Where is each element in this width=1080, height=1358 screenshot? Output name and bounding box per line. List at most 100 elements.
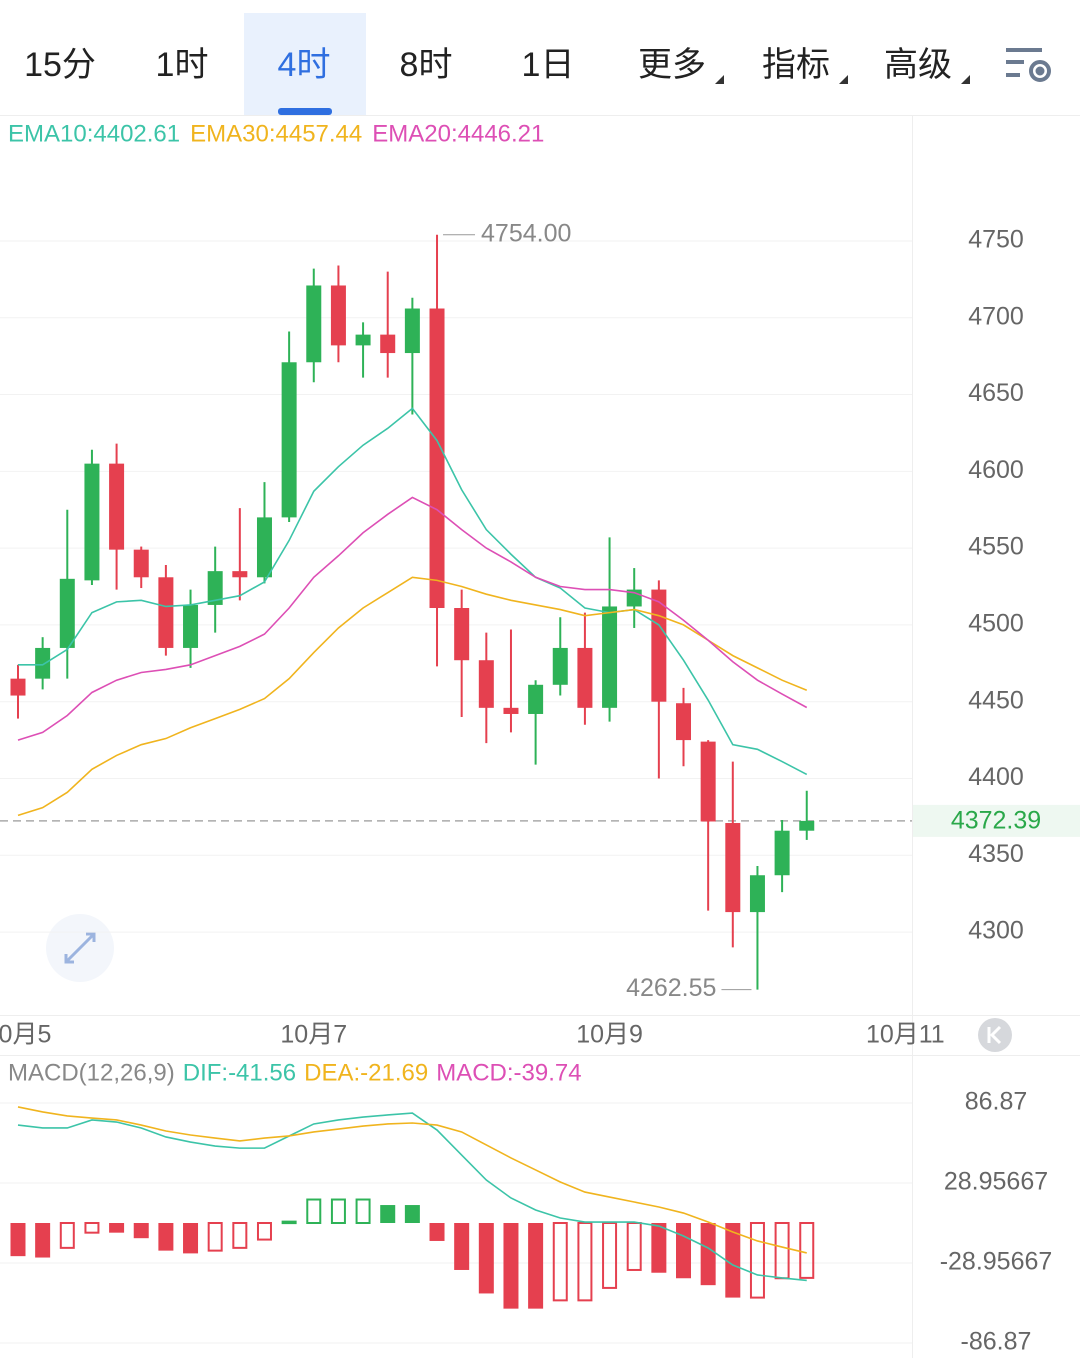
candle-body bbox=[577, 647, 593, 708]
macd-bar bbox=[454, 1223, 470, 1270]
y-tick-label: 4750 bbox=[968, 226, 1024, 254]
candle-body bbox=[503, 707, 519, 714]
macd-bar bbox=[700, 1223, 716, 1286]
candle-body bbox=[799, 820, 815, 831]
scroll-end-button[interactable] bbox=[978, 1018, 1012, 1052]
last-price-label: 4372.39 bbox=[951, 806, 1041, 834]
macd-bar bbox=[109, 1223, 125, 1233]
candle-body bbox=[676, 703, 692, 741]
macd-legend-entry: MACD(12,26,9) bbox=[8, 1059, 175, 1086]
x-tick-label: 10月9 bbox=[576, 1021, 643, 1049]
dropdown-caret bbox=[839, 75, 848, 84]
timeframe-tab[interactable]: 15分 bbox=[24, 46, 96, 84]
candle-body bbox=[749, 875, 765, 913]
macd-bar bbox=[749, 1222, 765, 1299]
macd-bar bbox=[725, 1223, 741, 1298]
active-tab-bg bbox=[244, 13, 366, 115]
y-tick-label: 4300 bbox=[968, 917, 1024, 945]
macd-bar bbox=[380, 1205, 396, 1224]
macd-bar bbox=[429, 1223, 445, 1241]
last-price-box bbox=[913, 804, 1080, 837]
candle-body bbox=[454, 608, 470, 661]
expand-button[interactable] bbox=[46, 914, 114, 982]
macd-bar bbox=[281, 1220, 297, 1225]
candle-body bbox=[281, 362, 297, 518]
candle-body bbox=[478, 660, 494, 708]
macd-bar bbox=[503, 1223, 519, 1309]
candle-body bbox=[158, 577, 174, 648]
legend-entry: EMA10:4402.61 bbox=[8, 120, 180, 147]
candle-body bbox=[725, 823, 741, 913]
macd-bar bbox=[306, 1198, 322, 1225]
candle-body bbox=[404, 308, 420, 354]
macd-bar bbox=[207, 1222, 223, 1252]
macd-bar bbox=[355, 1198, 371, 1225]
legend-entry: EMA20:4446.21 bbox=[372, 120, 544, 147]
timeframe-tab[interactable]: 1时 bbox=[156, 46, 209, 84]
candle-body bbox=[306, 285, 322, 363]
x-tick-label: 10月7 bbox=[280, 1021, 347, 1049]
macd-bar bbox=[626, 1222, 642, 1271]
macd-legend-entry: DEA:-21.69 bbox=[304, 1059, 428, 1086]
macd-bar bbox=[528, 1223, 544, 1309]
timeframe-tab[interactable]: 指标 bbox=[762, 46, 830, 84]
macd-bar bbox=[232, 1222, 248, 1249]
high-label: 4754.00 bbox=[481, 219, 571, 247]
macd-bar bbox=[330, 1198, 346, 1225]
candle-body bbox=[602, 606, 618, 708]
candle-body bbox=[207, 571, 223, 605]
macd-bar bbox=[478, 1223, 494, 1294]
candle-body bbox=[700, 741, 716, 822]
macd-bar bbox=[552, 1222, 568, 1302]
candle-body bbox=[59, 578, 75, 648]
macd-bar bbox=[158, 1223, 174, 1251]
timeframe-tab[interactable]: 4时 bbox=[278, 46, 331, 84]
y-tick-label: 4550 bbox=[968, 533, 1024, 561]
macd-bar bbox=[256, 1222, 272, 1241]
macd-bar bbox=[404, 1205, 420, 1224]
candle-body bbox=[183, 604, 199, 648]
dropdown-caret bbox=[961, 75, 970, 84]
y-tick-label: 4400 bbox=[968, 763, 1024, 791]
macd-bar bbox=[651, 1223, 667, 1273]
x-tick-label: 10月5 bbox=[0, 1021, 51, 1049]
candle-body bbox=[429, 308, 445, 609]
macd-bar bbox=[133, 1223, 149, 1239]
macd-legend-entry: MACD:-39.74 bbox=[436, 1059, 581, 1086]
macd-bar bbox=[10, 1223, 26, 1257]
y-tick-label: 4500 bbox=[968, 610, 1024, 638]
candle-body bbox=[84, 463, 100, 581]
candle-body bbox=[109, 463, 125, 550]
candle-body bbox=[552, 647, 568, 685]
timeframe-tab[interactable]: 8时 bbox=[400, 46, 453, 84]
timeframe-tab[interactable]: 更多 bbox=[638, 46, 706, 84]
ema-line bbox=[17, 576, 808, 817]
settings-icon[interactable] bbox=[1006, 48, 1051, 82]
macd-line bbox=[17, 1106, 807, 1254]
macd-line bbox=[17, 1112, 807, 1282]
macd-bar bbox=[602, 1222, 618, 1289]
macd-bar bbox=[799, 1222, 815, 1279]
y-tick-label: 28.95667 bbox=[944, 1168, 1048, 1196]
low-label: 4262.55 bbox=[626, 974, 716, 1002]
macd-bar bbox=[577, 1222, 593, 1302]
y-tick-label: 4450 bbox=[968, 686, 1024, 714]
macd-bar bbox=[774, 1222, 790, 1280]
dropdown-caret bbox=[715, 75, 724, 84]
macd-legend-entry: DIF:-41.56 bbox=[183, 1059, 296, 1086]
legend-entry: EMA30:4457.44 bbox=[190, 120, 362, 147]
active-tab-indicator bbox=[278, 108, 332, 115]
timeframe-tab[interactable]: 1日 bbox=[522, 46, 575, 84]
candle-body bbox=[528, 684, 544, 714]
y-tick-label: 4350 bbox=[968, 840, 1024, 868]
timeframe-tab[interactable]: 高级 bbox=[884, 46, 952, 84]
candle-body bbox=[330, 285, 346, 346]
y-tick-label: 4600 bbox=[968, 456, 1024, 484]
candle-body bbox=[10, 678, 26, 696]
y-tick-label: 86.87 bbox=[965, 1088, 1028, 1116]
candle-body bbox=[232, 571, 248, 578]
ema-line bbox=[17, 407, 808, 776]
candle-body bbox=[380, 334, 396, 354]
candle-body bbox=[774, 830, 790, 876]
